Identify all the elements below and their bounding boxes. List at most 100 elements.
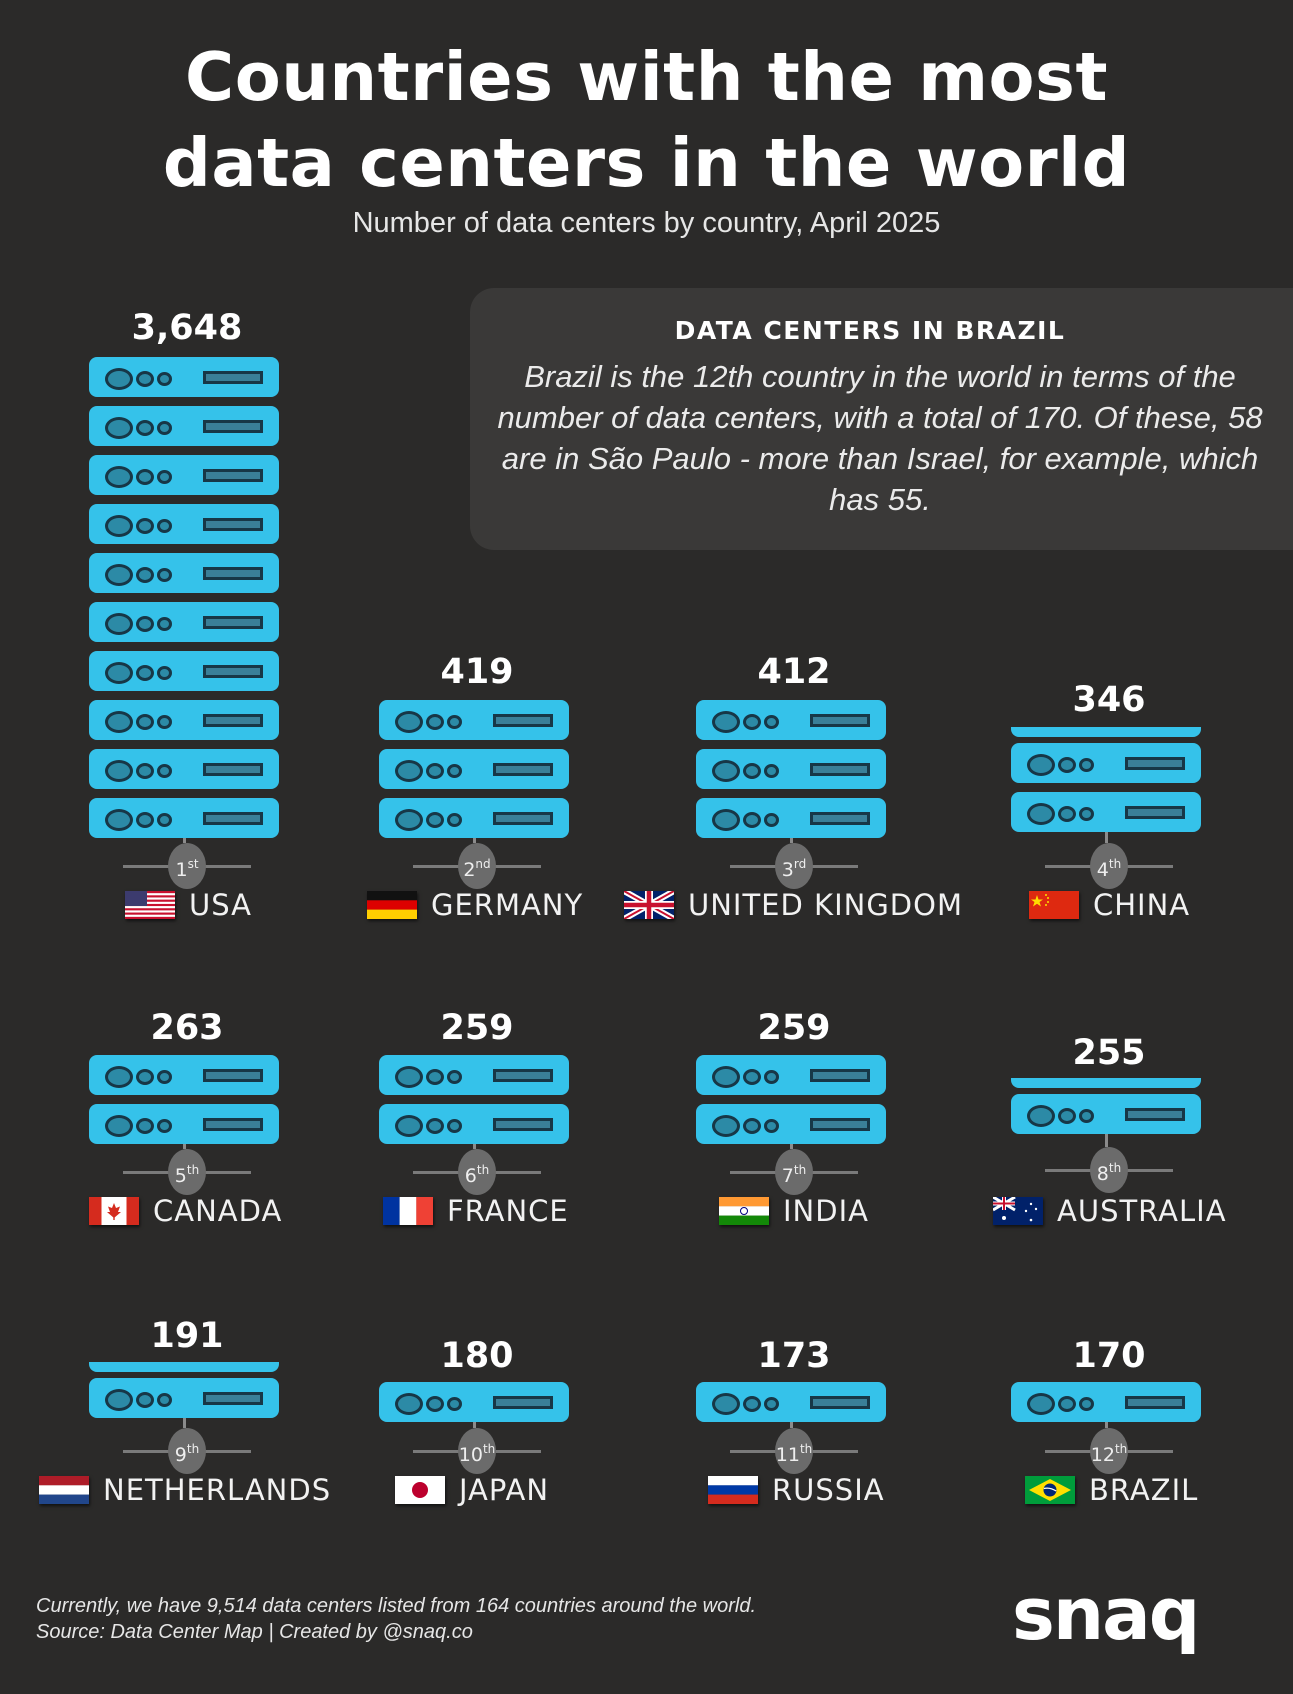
rank-number: 2 — [463, 859, 476, 881]
server-unit-icon — [89, 602, 279, 642]
rank-suffix: th — [476, 1163, 490, 1177]
rank-connector — [183, 1418, 186, 1428]
brazil-flag-icon — [1025, 1476, 1075, 1504]
rank-connector — [473, 1144, 476, 1149]
data-center-count: 191 — [150, 1316, 224, 1356]
rank-suffix: th — [793, 1163, 807, 1177]
partial-server-unit-icon — [89, 1362, 279, 1372]
data-center-count: 419 — [440, 652, 514, 692]
country-label: NETHERLANDS — [39, 1473, 331, 1507]
country-label: AUSTRALIA — [992, 1194, 1227, 1228]
data-center-count: 412 — [757, 652, 831, 692]
rank-number: 7 — [781, 1165, 794, 1187]
rank-suffix: th — [186, 1163, 200, 1177]
subtitle: Number of data centers by country, April… — [352, 207, 941, 239]
country-name: RUSSIA — [772, 1473, 885, 1507]
japan-flag-icon — [395, 1476, 445, 1504]
rank-suffix: th — [1108, 1161, 1122, 1175]
rank-connector — [1105, 1134, 1108, 1147]
server-unit-icon — [379, 798, 569, 838]
rank-number: 8 — [1096, 1163, 1109, 1185]
server-unit-icon — [89, 1055, 279, 1095]
rank-badge: 8th — [1090, 1147, 1128, 1193]
data-center-count: 3,648 — [131, 308, 243, 348]
rank-badge: 9th — [168, 1428, 206, 1474]
partial-server-unit-icon — [1011, 1078, 1201, 1088]
callout-body: Brazil is the 12th country in the world … — [497, 359, 1263, 517]
country-label: USA — [125, 888, 252, 922]
data-center-count: 259 — [757, 1008, 831, 1048]
rank-badge: 10th — [458, 1428, 496, 1474]
rank-badge: 12th — [1090, 1428, 1128, 1474]
country-label: UNITED KINGDOM — [622, 888, 963, 922]
rank-number: 12 — [1090, 1444, 1115, 1466]
data-center-count: 173 — [757, 1336, 831, 1376]
country-label: RUSSIA — [708, 1473, 885, 1507]
rank-suffix: rd — [793, 857, 807, 871]
rank-badge: 5th — [168, 1149, 206, 1195]
snaq-logo: snaq — [1012, 1572, 1200, 1656]
rank-number: 9 — [174, 1444, 187, 1466]
callout-heading: DATA CENTERS IN BRAZIL — [674, 316, 1066, 345]
rank-connector — [1105, 1422, 1108, 1428]
brazil-callout: DATA CENTERS IN BRAZIL Brazil is the 12t… — [470, 288, 1293, 550]
server-unit-icon — [89, 504, 279, 544]
data-center-count: 346 — [1072, 680, 1146, 720]
server-unit-icon — [1011, 1382, 1201, 1422]
rank-badge: 11th — [775, 1428, 813, 1474]
server-unit-icon — [379, 1055, 569, 1095]
server-unit-icon — [89, 357, 279, 397]
server-unit-icon — [89, 553, 279, 593]
rank-connector — [790, 1144, 793, 1149]
footer-total-note: Currently, we have 9,514 data centers li… — [36, 1595, 757, 1617]
server-unit-icon — [696, 798, 886, 838]
rank-badge: 6th — [458, 1149, 496, 1195]
canada-flag-icon — [89, 1197, 139, 1225]
rank-suffix: st — [187, 857, 199, 871]
server-unit-icon — [1011, 1094, 1201, 1134]
rank-connector — [473, 838, 476, 843]
server-unit-icon — [89, 749, 279, 789]
usa-flag-icon — [125, 891, 175, 919]
rank-connector — [1105, 832, 1108, 843]
rank-number: 10 — [458, 1444, 483, 1466]
country-label: FRANCE — [383, 1194, 569, 1228]
country-label: JAPAN — [395, 1473, 549, 1507]
title-line-1: Countries with the most — [185, 38, 1108, 116]
india-flag-icon — [719, 1197, 769, 1225]
rank-suffix: th — [1114, 1442, 1128, 1456]
netherlands-flag-icon — [39, 1476, 89, 1504]
rank-number: 3 — [781, 859, 794, 881]
server-unit-icon — [1011, 743, 1201, 783]
server-unit-icon — [89, 1104, 279, 1144]
country-label: CHINA — [1029, 888, 1190, 922]
server-unit-icon — [696, 749, 886, 789]
country-name: UNITED KINGDOM — [688, 888, 963, 922]
rank-number: 5 — [174, 1165, 187, 1187]
country-label: INDIA — [719, 1194, 869, 1228]
china-flag-icon — [1029, 891, 1079, 919]
rank-number: 1 — [175, 859, 188, 881]
rank-badge: 4th — [1090, 843, 1128, 889]
rank-connector — [790, 838, 793, 843]
rank-badge: 7th — [775, 1149, 813, 1195]
server-unit-icon — [379, 700, 569, 740]
server-unit-icon — [89, 406, 279, 446]
rank-suffix: th — [186, 1442, 200, 1456]
server-unit-icon — [89, 1378, 279, 1418]
footer-source: Source: Data Center Map | Created by @sn… — [36, 1621, 473, 1643]
rank-badge: 3rd — [775, 843, 813, 889]
uk-flag-icon — [622, 888, 676, 922]
partial-server-unit-icon — [1011, 727, 1201, 737]
country-name: GERMANY — [431, 888, 584, 922]
rank-badge: 1st — [168, 843, 206, 889]
country-label: BRAZIL — [1025, 1473, 1198, 1507]
server-unit-icon — [696, 1055, 886, 1095]
rank-suffix: th — [482, 1442, 496, 1456]
server-unit-icon — [89, 651, 279, 691]
rank-number: 4 — [1096, 859, 1109, 881]
footer-notes: Currently, we have 9,514 data centers li… — [36, 1593, 756, 1645]
country-name: FRANCE — [447, 1194, 569, 1228]
australia-flag-icon — [992, 1195, 1043, 1225]
country-name: USA — [189, 888, 253, 922]
